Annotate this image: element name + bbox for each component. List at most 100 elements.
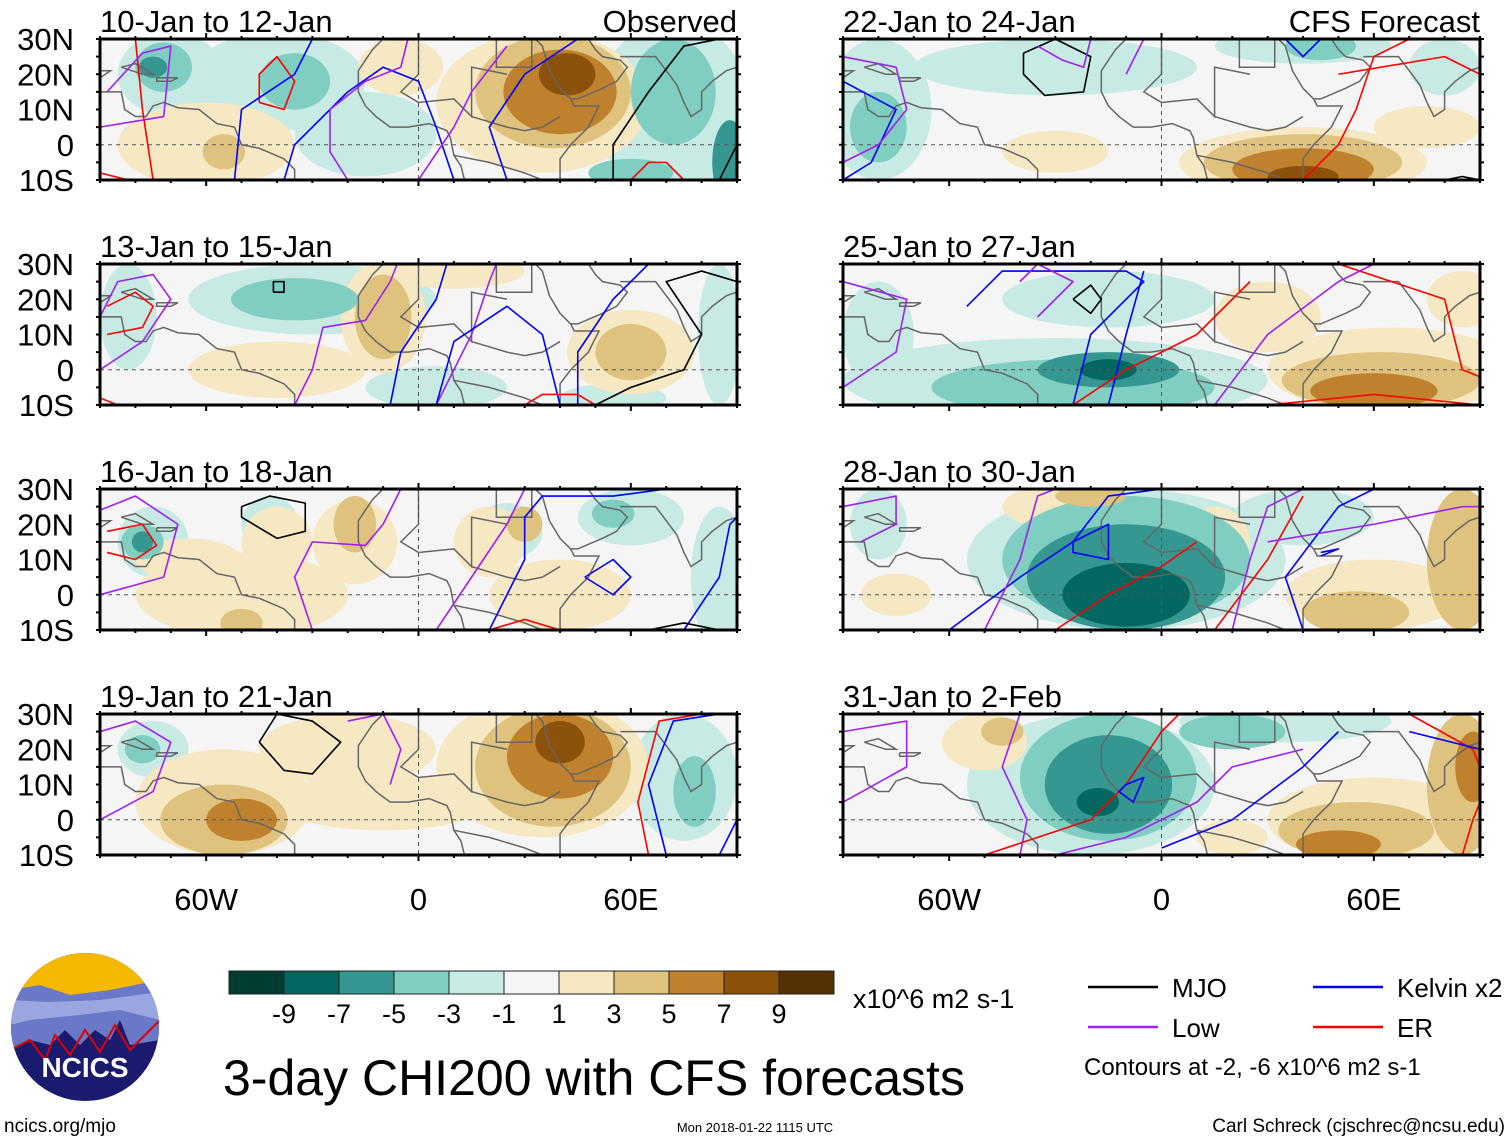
er-contour — [1338, 264, 1480, 378]
coastline — [100, 69, 114, 79]
coastline — [1277, 714, 1344, 855]
positive-anomaly-region — [981, 717, 1024, 746]
er-contour — [1054, 541, 1198, 630]
er-contour — [1213, 495, 1304, 630]
er-contour — [489, 618, 561, 630]
low-contour — [347, 714, 402, 785]
negative-anomaly-region — [843, 281, 914, 388]
coastline — [1363, 505, 1480, 568]
er-contour — [1338, 55, 1480, 76]
colorbar-label: 7 — [716, 999, 731, 1029]
y-tick-label: 0 — [57, 353, 74, 388]
low-contour — [1037, 39, 1092, 68]
colorbar-swatch — [778, 970, 835, 995]
negative-anomaly-region — [1044, 735, 1173, 834]
panel-plot-area — [843, 39, 1480, 180]
coastline — [1100, 714, 1209, 855]
kelvin-contour — [718, 819, 737, 855]
colorbar-label: 1 — [551, 999, 566, 1029]
negative-anomaly-region — [1285, 39, 1357, 61]
kelvin-contour — [1072, 523, 1110, 561]
kelvin-contour — [488, 489, 667, 630]
positive-anomaly-region — [1002, 130, 1109, 173]
panel-title: 19-Jan to 21-Jan — [100, 679, 333, 714]
positive-anomaly-region — [276, 773, 490, 831]
colorbar-swatch — [448, 970, 505, 995]
coastline — [471, 790, 561, 807]
x-tick-label: 0 — [410, 882, 427, 917]
panel-plot-area — [843, 714, 1480, 855]
colorbar-swatch — [338, 970, 395, 995]
coastline — [843, 69, 857, 79]
negative-anomaly-region — [691, 506, 737, 630]
logo-text: NCICS — [41, 1052, 128, 1083]
y-tick-label: 20N — [17, 57, 74, 92]
positive-anomaly-region — [535, 721, 585, 764]
colorbar-swatch — [283, 970, 340, 995]
coastline — [453, 154, 543, 180]
coastline — [1196, 829, 1286, 855]
er-contour — [637, 714, 702, 855]
coastline — [843, 316, 1039, 405]
mjo-contour — [612, 39, 720, 180]
y-tick-label: 10S — [19, 838, 74, 873]
y-tick-label: 0 — [57, 578, 74, 613]
coastline — [357, 489, 466, 630]
low-contour — [100, 495, 179, 596]
y-tick-label: 10S — [19, 163, 74, 198]
coastline — [1313, 264, 1372, 325]
negative-anomaly-region — [1232, 489, 1374, 546]
low-contour — [1267, 505, 1480, 543]
map-panel-6: 25-Jan to 27-Jan — [839, 229, 1484, 411]
mjo-contour — [648, 622, 720, 630]
footer-timestamp: Mon 2018-01-22 1115 UTC — [677, 1120, 833, 1135]
footer-url[interactable]: ncics.org/mjo — [4, 1116, 116, 1137]
y-tick-label: 30N — [17, 472, 74, 507]
coastline — [534, 489, 601, 630]
colorbar-label: -1 — [492, 999, 516, 1029]
low-contour — [1055, 748, 1304, 855]
negative-anomaly-region — [1409, 39, 1480, 96]
y-tick-label: 10N — [17, 768, 74, 803]
coastline — [495, 489, 533, 518]
coastline — [570, 264, 629, 325]
colorbar-swatch — [558, 970, 615, 995]
low-contour — [100, 45, 172, 128]
colorbar-label: -9 — [272, 999, 296, 1029]
coastline — [120, 512, 156, 525]
coastline — [570, 39, 629, 100]
kelvin-contour — [389, 264, 448, 405]
low-contour — [843, 280, 908, 389]
y-tick-label: 30N — [17, 22, 74, 57]
coastline — [100, 519, 114, 529]
kelvin-contour — [1320, 548, 1340, 557]
coastline — [100, 744, 114, 754]
map-panel-8: 31-Jan to 2-Feb 60W 0 60E — [839, 679, 1484, 917]
y-tick-label: 10S — [19, 388, 74, 423]
coastline — [898, 302, 922, 308]
coastline — [1238, 714, 1276, 743]
er-contour — [1461, 801, 1480, 855]
negative-anomaly-region — [138, 56, 168, 78]
coastline — [155, 302, 179, 308]
x-tick-label: 0 — [1153, 882, 1170, 917]
er-contour — [1302, 39, 1410, 180]
coastline — [1363, 55, 1480, 118]
coastline — [357, 264, 466, 405]
negative-anomaly-region — [230, 278, 359, 321]
low-contour — [1213, 264, 1375, 405]
coastline — [620, 280, 737, 343]
negative-anomaly-region — [850, 91, 907, 163]
kelvin-contour — [435, 305, 561, 405]
mjo-contour — [1072, 284, 1103, 315]
er-contour — [1072, 281, 1251, 405]
kelvin-contour — [647, 714, 720, 855]
negative-anomaly-region — [913, 39, 1197, 96]
positive-anomaly-region — [1055, 489, 1127, 507]
mjo-contour — [718, 144, 737, 180]
legend-kelvin-label: Kelvin x2 — [1397, 973, 1503, 1003]
er-contour — [524, 393, 596, 405]
